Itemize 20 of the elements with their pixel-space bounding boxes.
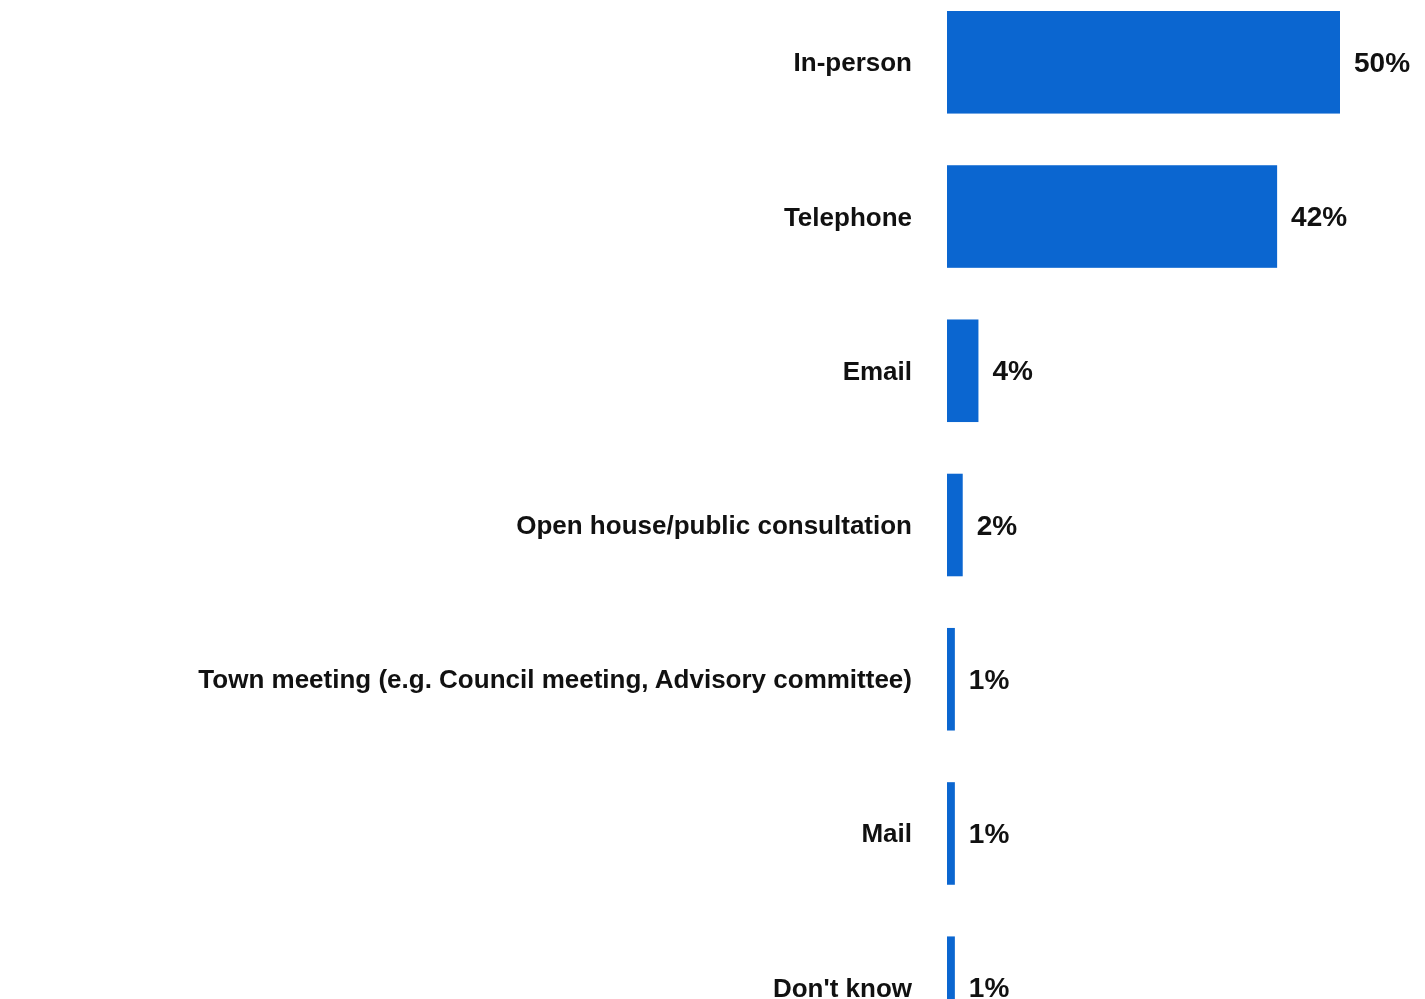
y-tick-label: Mail xyxy=(861,818,912,849)
data-label: 42% xyxy=(1291,201,1348,233)
y-tick-label: Telephone xyxy=(783,201,912,232)
bar xyxy=(947,165,1278,268)
data-label: 4% xyxy=(992,355,1034,387)
bar xyxy=(947,782,955,885)
y-tick-label: Email xyxy=(842,355,912,386)
bar xyxy=(947,627,955,731)
data-label: 50% xyxy=(1354,46,1411,78)
bar xyxy=(947,11,1340,114)
bar xyxy=(947,319,979,423)
data-label: 1% xyxy=(968,663,1010,695)
data-label: 1% xyxy=(968,817,1010,849)
y-tick-label: Open house/public consultation xyxy=(516,510,912,540)
y-tick-label: Don't know xyxy=(772,972,913,999)
y-tick-label: Town meeting (e.g. Council meeting, Advisory committee) xyxy=(198,664,912,695)
data-label: 2% xyxy=(976,509,1018,541)
y-tick-label: In-person xyxy=(793,47,912,78)
data-label: 1% xyxy=(968,972,1010,999)
bar xyxy=(947,473,963,577)
